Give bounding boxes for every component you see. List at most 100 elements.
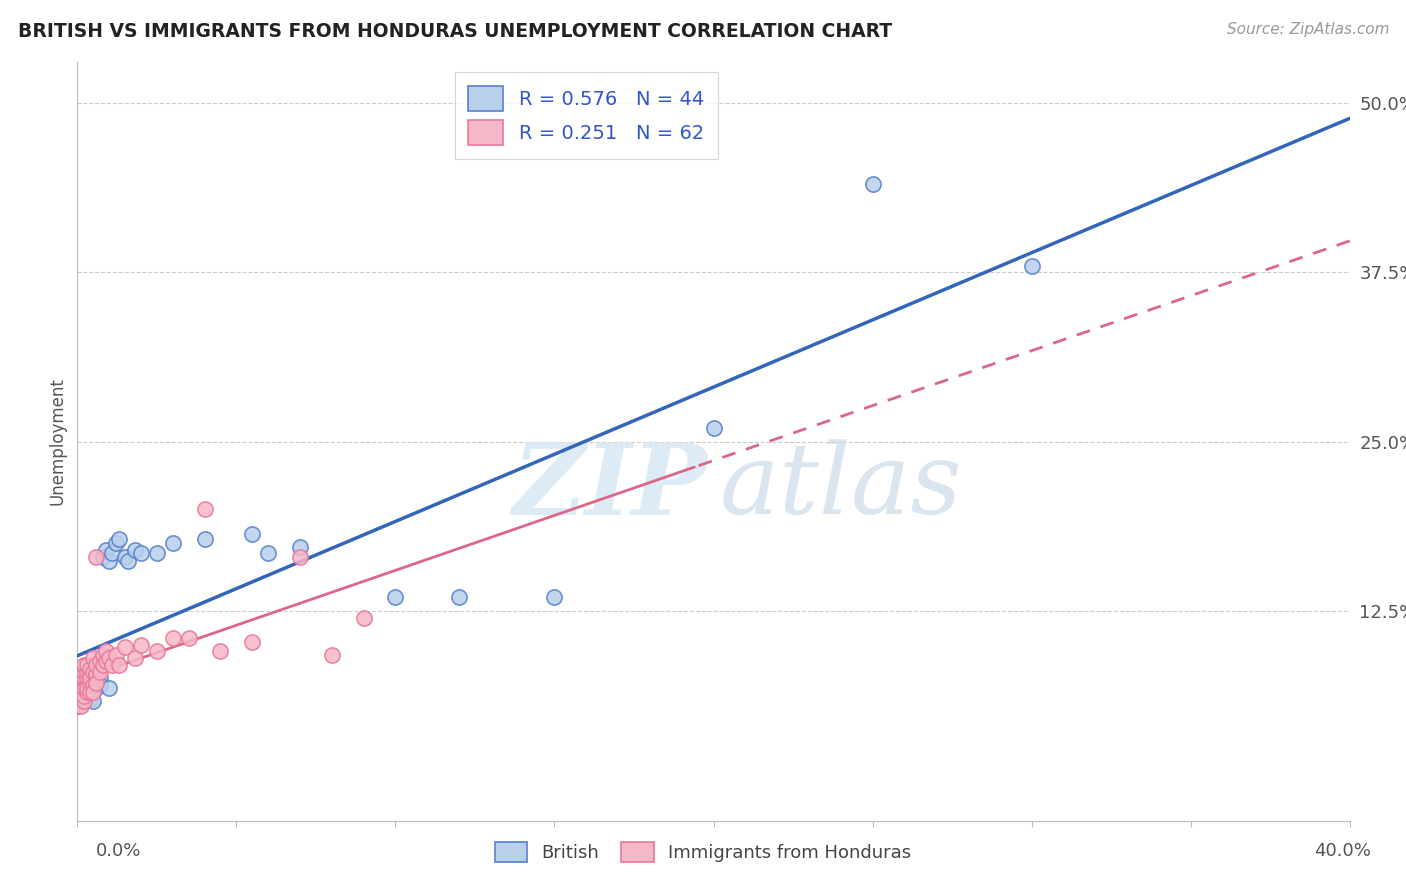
- Point: [98, 681, 121, 695]
- Point: [240, 526, 263, 541]
- Point: [353, 610, 375, 624]
- Point: [384, 591, 406, 605]
- Text: atlas: atlas: [720, 440, 963, 534]
- Point: [89, 665, 111, 679]
- Point: [69, 672, 91, 686]
- Point: [76, 681, 98, 695]
- Point: [129, 545, 152, 559]
- Point: [124, 542, 146, 557]
- Point: [703, 421, 725, 435]
- Point: [73, 685, 96, 699]
- Point: [321, 648, 343, 663]
- Point: [94, 542, 117, 557]
- Legend: British, Immigrants from Honduras: British, Immigrants from Honduras: [488, 834, 918, 870]
- Point: [69, 694, 91, 708]
- Text: 40.0%: 40.0%: [1315, 842, 1371, 860]
- Point: [73, 665, 96, 679]
- Point: [69, 689, 91, 703]
- Point: [79, 667, 101, 681]
- Point: [69, 694, 91, 708]
- Point: [91, 648, 114, 663]
- Point: [69, 685, 91, 699]
- Point: [117, 554, 139, 568]
- Point: [66, 691, 89, 706]
- Point: [82, 678, 104, 692]
- Point: [66, 694, 89, 708]
- Point: [146, 545, 169, 559]
- Y-axis label: Unemployment: Unemployment: [48, 377, 66, 506]
- Point: [73, 691, 96, 706]
- Point: [104, 648, 127, 663]
- Point: [107, 657, 129, 672]
- Point: [69, 698, 91, 713]
- Point: [194, 532, 217, 546]
- Point: [89, 654, 111, 668]
- Point: [73, 689, 96, 703]
- Point: [82, 678, 104, 692]
- Point: [98, 651, 121, 665]
- Point: [543, 591, 565, 605]
- Point: [98, 554, 121, 568]
- Point: [162, 631, 184, 645]
- Point: [73, 681, 96, 695]
- Point: [146, 644, 169, 658]
- Point: [66, 675, 89, 690]
- Point: [76, 688, 98, 702]
- Point: [76, 672, 98, 686]
- Point: [862, 178, 884, 192]
- Point: [101, 545, 124, 559]
- Point: [447, 591, 470, 605]
- Point: [82, 685, 104, 699]
- Text: Source: ZipAtlas.com: Source: ZipAtlas.com: [1226, 22, 1389, 37]
- Point: [194, 502, 217, 516]
- Point: [76, 685, 98, 699]
- Point: [73, 694, 96, 708]
- Point: [66, 698, 89, 713]
- Point: [66, 698, 89, 713]
- Point: [94, 654, 117, 668]
- Point: [104, 536, 127, 550]
- Point: [76, 657, 98, 672]
- Point: [1021, 259, 1043, 273]
- Point: [69, 681, 91, 695]
- Point: [76, 665, 98, 679]
- Point: [69, 675, 91, 690]
- Point: [209, 644, 232, 658]
- Point: [79, 662, 101, 676]
- Point: [86, 681, 108, 695]
- Point: [288, 549, 311, 564]
- Point: [177, 631, 200, 645]
- Point: [107, 532, 129, 546]
- Point: [288, 540, 311, 554]
- Point: [89, 672, 111, 686]
- Point: [86, 675, 108, 690]
- Point: [76, 678, 98, 692]
- Point: [73, 672, 96, 686]
- Point: [79, 672, 101, 686]
- Text: 0.0%: 0.0%: [96, 842, 141, 860]
- Point: [86, 657, 108, 672]
- Point: [129, 638, 152, 652]
- Point: [124, 651, 146, 665]
- Point: [79, 675, 101, 690]
- Point: [79, 685, 101, 699]
- Point: [94, 644, 117, 658]
- Point: [73, 685, 96, 699]
- Point: [101, 657, 124, 672]
- Point: [91, 549, 114, 564]
- Point: [66, 681, 89, 695]
- Point: [82, 694, 104, 708]
- Point: [86, 675, 108, 690]
- Point: [82, 651, 104, 665]
- Point: [86, 549, 108, 564]
- Legend: R = 0.576   N = 44, R = 0.251   N = 62: R = 0.576 N = 44, R = 0.251 N = 62: [454, 72, 718, 159]
- Point: [257, 545, 280, 559]
- Point: [69, 689, 91, 703]
- Point: [162, 536, 184, 550]
- Point: [66, 685, 89, 699]
- Text: ZIP: ZIP: [512, 439, 707, 535]
- Text: BRITISH VS IMMIGRANTS FROM HONDURAS UNEMPLOYMENT CORRELATION CHART: BRITISH VS IMMIGRANTS FROM HONDURAS UNEM…: [18, 22, 893, 41]
- Point: [73, 678, 96, 692]
- Point: [82, 665, 104, 679]
- Point: [86, 667, 108, 681]
